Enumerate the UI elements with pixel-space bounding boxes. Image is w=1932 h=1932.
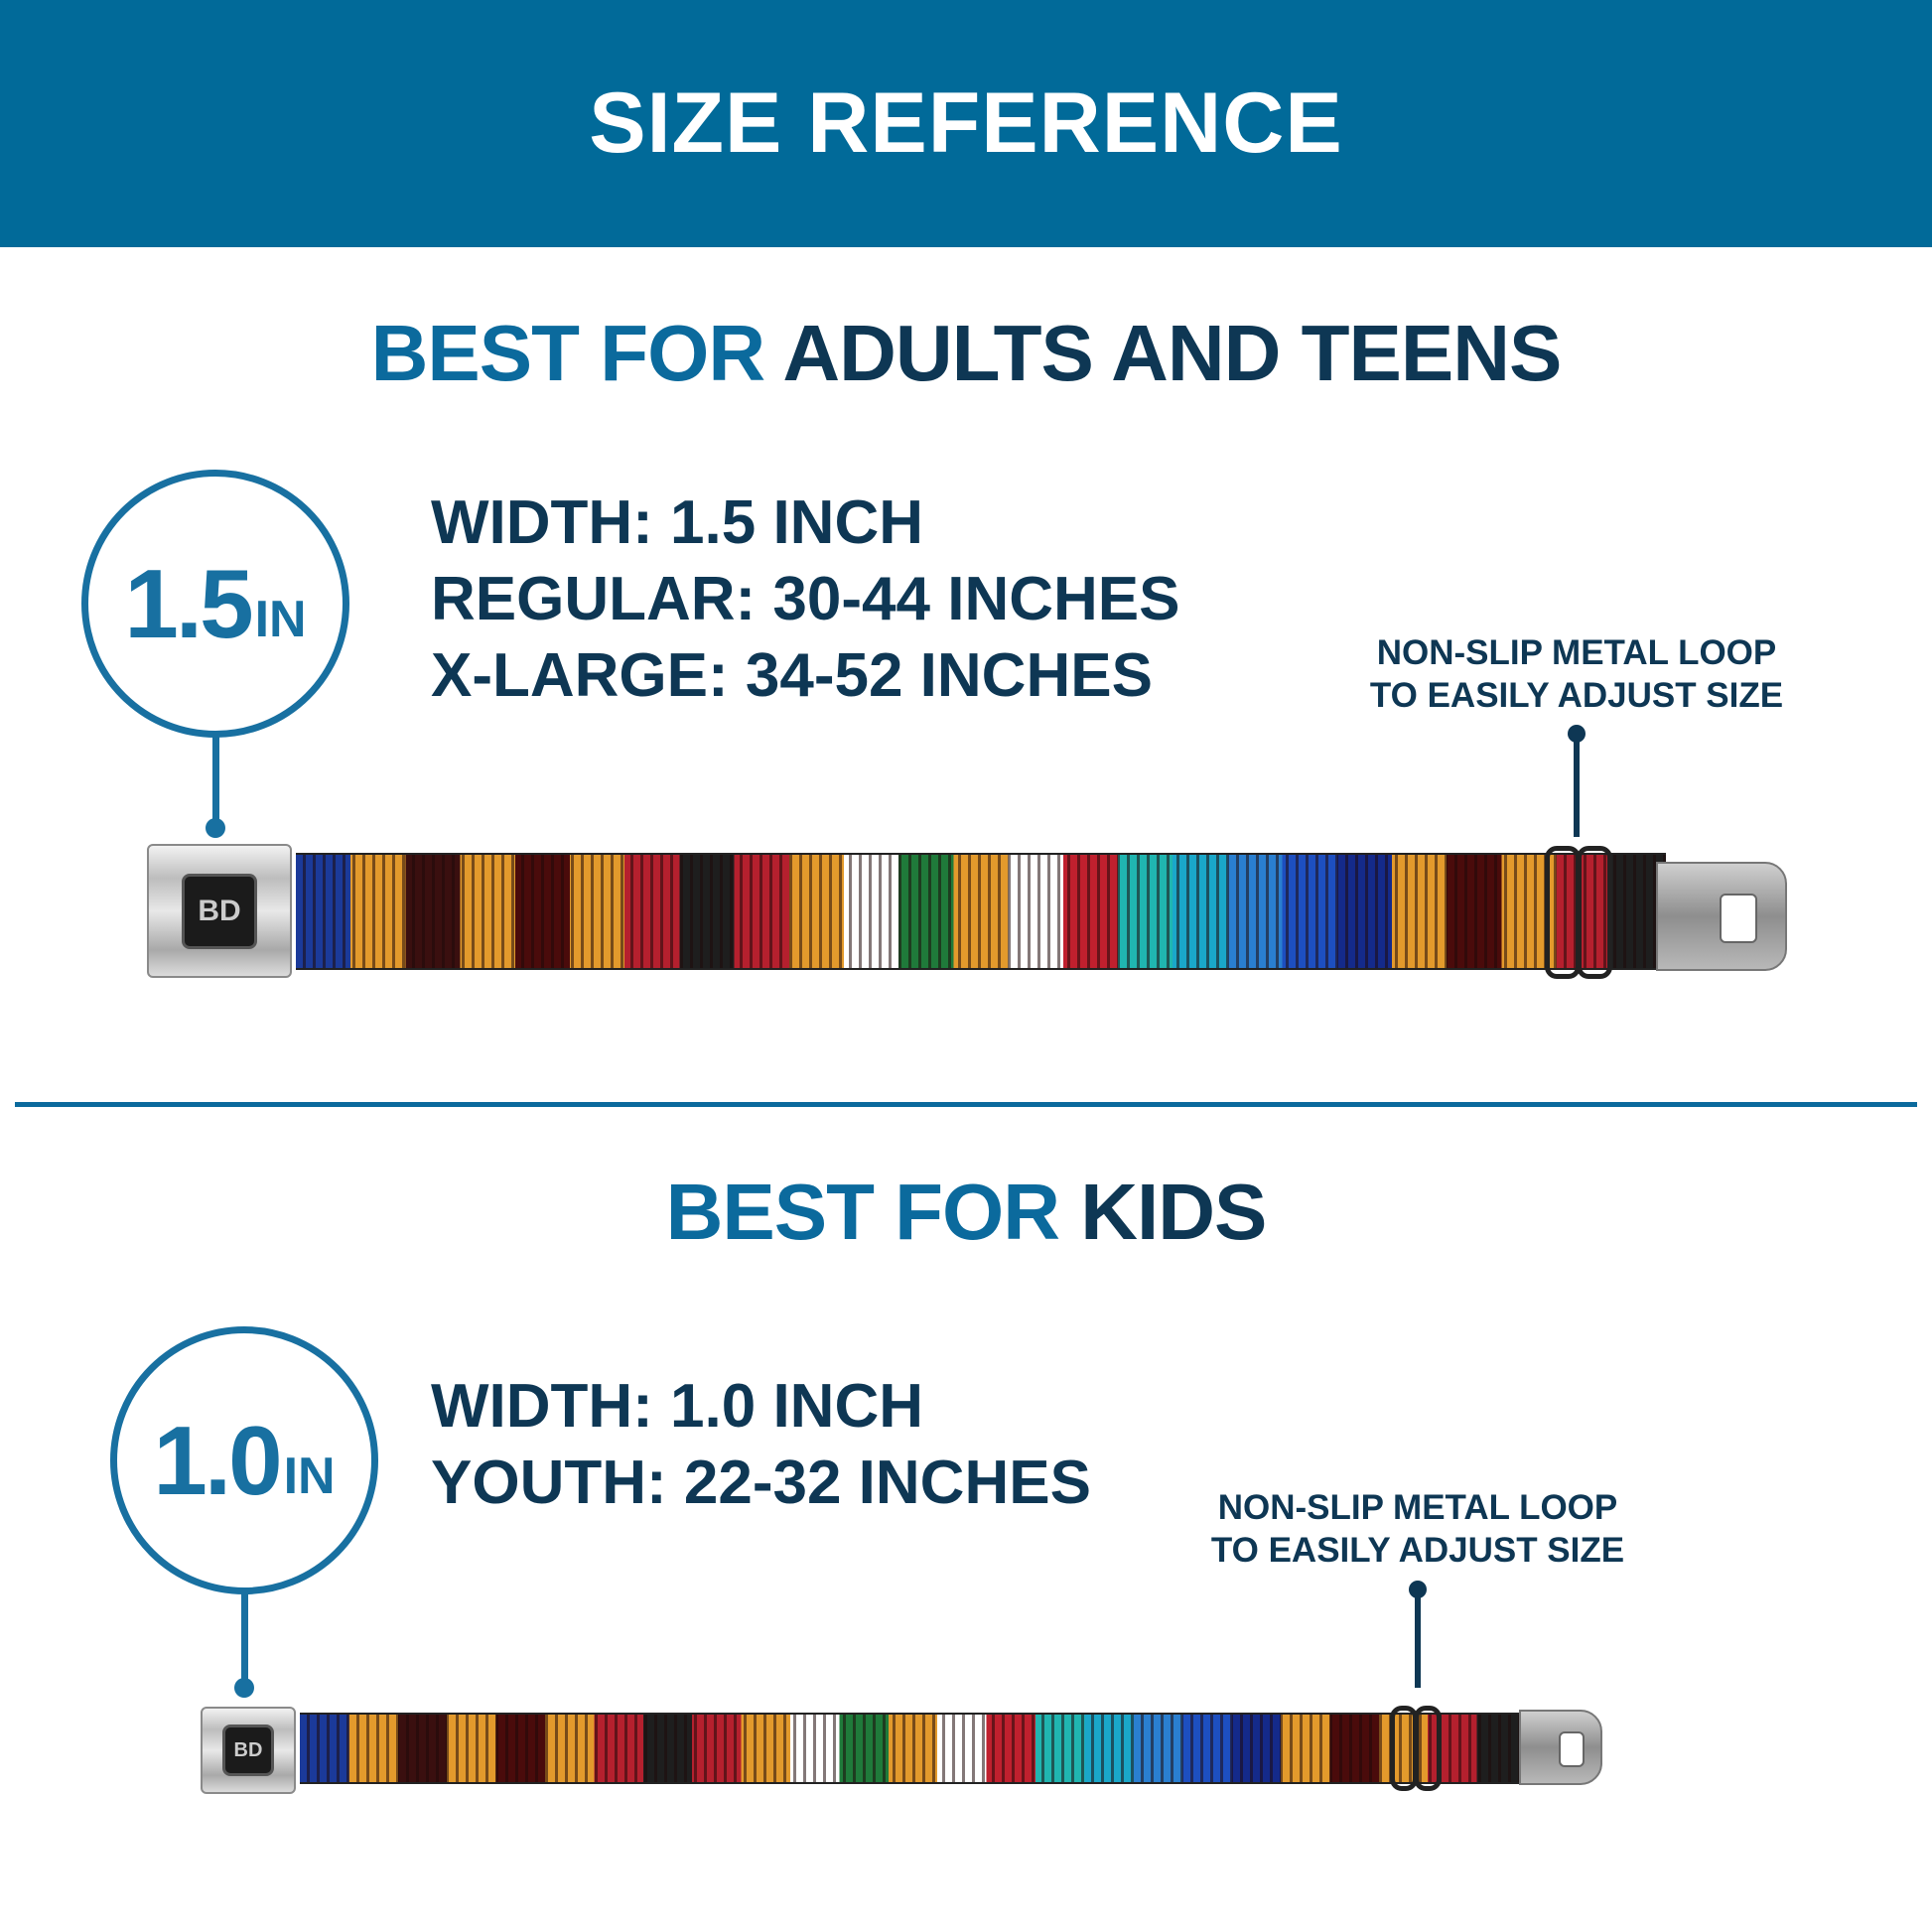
buckle-logo: BD bbox=[182, 873, 257, 949]
badge-value: 1.5 bbox=[124, 548, 253, 658]
badge-unit: IN bbox=[254, 591, 307, 648]
loop-note-adult: NON-SLIP METAL LOOP TO EASILY ADJUST SIZ… bbox=[1348, 631, 1805, 717]
spec-youth: YOUTH: 22-32 INCHES bbox=[431, 1449, 1091, 1517]
page-title: SIZE REFERENCE bbox=[589, 75, 1343, 171]
spec-width: WIDTH: 1.0 INCH bbox=[431, 1372, 923, 1441]
width-badge-kids: 1.0 IN bbox=[110, 1326, 378, 1594]
badge-connector bbox=[212, 735, 219, 824]
tongue-slot bbox=[1720, 894, 1757, 943]
badge-connector bbox=[241, 1591, 248, 1683]
title-accent: BEST FOR bbox=[665, 1168, 1060, 1256]
note-line-1: NON-SLIP METAL LOOP bbox=[1376, 633, 1777, 672]
section-divider bbox=[15, 1102, 1917, 1107]
spec-width: WIDTH: 1.5 INCH bbox=[431, 488, 923, 557]
spec-regular: REGULAR: 30-44 INCHES bbox=[431, 565, 1180, 633]
note-line-1: NON-SLIP METAL LOOP bbox=[1217, 1488, 1618, 1527]
adjust-loop bbox=[1414, 1706, 1442, 1791]
spec-xlarge: X-LARGE: 34-52 INCHES bbox=[431, 641, 1153, 710]
adult-section-title: BEST FOR ADULTS AND TEENS bbox=[0, 308, 1932, 399]
adjust-loop bbox=[1545, 846, 1581, 979]
width-badge-adult: 1.5 IN bbox=[81, 470, 349, 738]
badge-unit: IN bbox=[283, 1448, 336, 1505]
tongue-slot bbox=[1559, 1731, 1585, 1767]
title-main: ADULTS AND TEENS bbox=[782, 309, 1562, 397]
note-line-2: TO EASILY ADJUST SIZE bbox=[1210, 1531, 1625, 1570]
adjust-loop bbox=[1577, 846, 1612, 979]
title-main: KIDS bbox=[1080, 1168, 1267, 1256]
kids-specs: WIDTH: 1.0 INCH YOUTH: 22-32 INCHES bbox=[431, 1368, 1091, 1521]
loop-note-kids: NON-SLIP METAL LOOP TO EASILY ADJUST SIZ… bbox=[1189, 1486, 1646, 1572]
badge-connector-dot bbox=[206, 818, 225, 838]
badge-value: 1.0 bbox=[153, 1405, 282, 1515]
title-accent: BEST FOR bbox=[370, 309, 765, 397]
header-banner: SIZE REFERENCE bbox=[0, 0, 1932, 247]
belt-strap bbox=[296, 853, 1666, 970]
note-connector bbox=[1574, 733, 1580, 837]
belt-tongue bbox=[1519, 1710, 1602, 1785]
note-connector bbox=[1415, 1588, 1421, 1688]
buckle: BD bbox=[201, 1707, 296, 1794]
buckle: BD bbox=[147, 844, 292, 978]
belt-strap bbox=[300, 1713, 1526, 1784]
note-line-2: TO EASILY ADJUST SIZE bbox=[1369, 676, 1784, 715]
belt-tongue bbox=[1656, 862, 1787, 971]
badge-connector-dot bbox=[234, 1678, 254, 1698]
buckle-logo: BD bbox=[222, 1725, 274, 1776]
adult-specs: WIDTH: 1.5 INCH REGULAR: 30-44 INCHES X-… bbox=[431, 484, 1179, 714]
kids-section-title: BEST FOR KIDS bbox=[0, 1167, 1932, 1258]
